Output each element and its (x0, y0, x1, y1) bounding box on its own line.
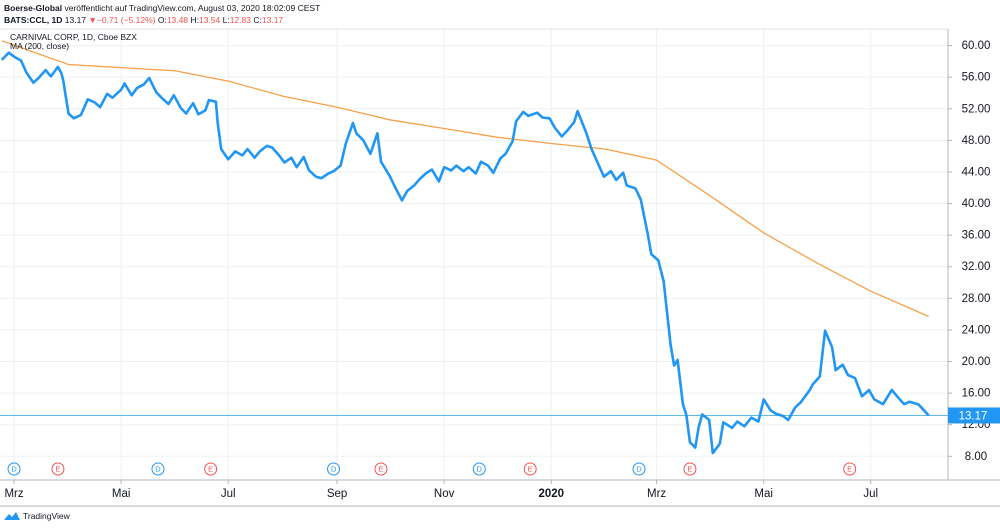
x-tick-label: Nov (434, 488, 455, 500)
event-marker-label: E (847, 465, 852, 474)
low-label: L: (222, 15, 230, 25)
open-label: O: (157, 15, 167, 25)
close-value: 13.17 (261, 15, 284, 25)
ma-200-line (1, 40, 929, 318)
y-tick-label: 60.00 (962, 40, 991, 52)
low-value: 12.83 (229, 15, 252, 25)
symbol-label: BATS:CCL, 1D (4, 15, 63, 25)
y-tick-label: 44.00 (962, 166, 991, 178)
high-value: 13.54 (198, 15, 221, 25)
last-price: 13.17 (64, 15, 87, 25)
chart-grid (0, 29, 948, 480)
x-tick-label: Mrz (647, 488, 666, 500)
y-axis: 8.0012.0016.0020.0024.0028.0032.0036.004… (948, 40, 1000, 463)
publish-info: veröffentlicht auf TradingView.com, Augu… (64, 3, 321, 13)
x-tick-label: Jul (863, 488, 878, 500)
high-label: H: (190, 15, 199, 25)
x-tick-label: Sep (327, 488, 347, 500)
dividend-marker (632, 462, 646, 476)
footer: TradingView (4, 511, 70, 521)
price-change: −0.71 (−5.12%) (96, 15, 156, 25)
earnings-marker (683, 462, 697, 476)
last-price-label: 13.17 (959, 411, 988, 423)
earnings-marker (523, 462, 537, 476)
publisher-name: Boerse-Global (4, 3, 63, 13)
price-line (0, 51, 930, 455)
chart-frame-lines (0, 28, 1000, 507)
event-marker-label: D (331, 465, 337, 474)
x-tick-label: Mai (112, 488, 131, 500)
tradingview-logo-icon (4, 511, 20, 520)
chart-series (0, 40, 948, 455)
last-price-label-bg (948, 407, 1000, 424)
x-tick-label: 2020 (538, 488, 564, 500)
event-marker-label: E (208, 465, 213, 474)
footer-brand: TradingView (23, 511, 70, 521)
y-tick-label: 48.00 (962, 135, 991, 147)
event-marker-label: D (11, 465, 17, 474)
y-tick-label: 56.00 (962, 72, 991, 84)
earnings-marker (51, 462, 65, 476)
event-marker-label: E (55, 465, 60, 474)
y-tick-label: 28.00 (962, 293, 991, 305)
legend-title: CARNIVAL CORP, 1D, Cboe BZX (10, 32, 137, 42)
y-tick-label: 52.00 (962, 103, 991, 115)
y-tick-label: 32.00 (962, 261, 991, 273)
y-tick-label: 40.00 (962, 198, 991, 210)
dividend-marker (327, 462, 341, 476)
dividend-marker (7, 462, 21, 476)
change-arrow-icon: ▼ (88, 15, 97, 25)
header-line-1: Boerse-Global veröffentlicht auf Trading… (4, 3, 320, 13)
earnings-marker (204, 462, 218, 476)
event-marker-label: D (477, 465, 483, 474)
y-tick-label: 16.00 (962, 388, 991, 400)
event-marker-label: E (528, 465, 533, 474)
y-tick-label: 24.00 (962, 324, 991, 336)
dividend-marker (472, 462, 486, 476)
dividend-marker (151, 462, 165, 476)
y-tick-label: 36.00 (962, 230, 991, 242)
x-axis: Mrz Mai Jul Sep Nov 2020 Mrz Mai Jul (4, 480, 878, 500)
event-marker-label: D (155, 465, 161, 474)
x-tick-label: Mrz (4, 488, 23, 500)
event-marker-label: D (636, 465, 642, 474)
event-marker-label: E (687, 465, 692, 474)
earnings-marker (843, 462, 857, 476)
legend-indicator: MA (200, close) (10, 41, 69, 51)
x-tick-label: Jul (221, 488, 236, 500)
earnings-marker (374, 462, 388, 476)
y-tick-label: 20.00 (962, 356, 991, 368)
header-line-2: BATS:CCL, 1D 13.17 ▼−0.71 (−5.12%) O:13.… (4, 15, 283, 25)
event-marker-label: E (378, 465, 383, 474)
y-tick-label: 8.00 (965, 451, 987, 463)
x-tick-label: Mai (754, 488, 773, 500)
close-label: C: (253, 15, 262, 25)
open-value: 13.48 (166, 15, 189, 25)
